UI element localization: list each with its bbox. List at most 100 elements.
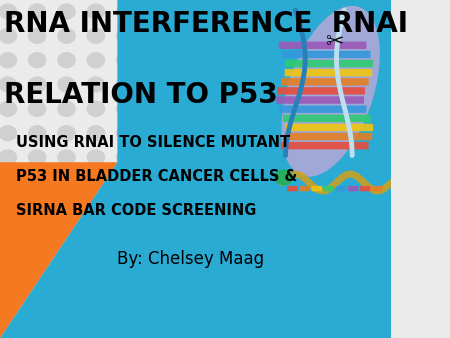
- Circle shape: [322, 272, 339, 287]
- Circle shape: [263, 296, 280, 311]
- Polygon shape: [0, 0, 391, 338]
- Circle shape: [351, 320, 369, 335]
- Circle shape: [351, 174, 369, 189]
- Circle shape: [176, 174, 193, 189]
- Circle shape: [146, 199, 163, 214]
- Circle shape: [205, 77, 222, 92]
- Circle shape: [58, 77, 75, 92]
- FancyBboxPatch shape: [360, 186, 370, 191]
- Circle shape: [28, 101, 46, 116]
- Circle shape: [87, 247, 104, 262]
- Circle shape: [146, 150, 163, 165]
- Circle shape: [0, 223, 17, 238]
- Circle shape: [292, 199, 310, 214]
- Circle shape: [263, 174, 280, 189]
- Circle shape: [0, 53, 17, 68]
- Circle shape: [234, 272, 251, 287]
- Circle shape: [58, 199, 75, 214]
- Circle shape: [146, 77, 163, 92]
- FancyBboxPatch shape: [372, 186, 382, 191]
- Circle shape: [205, 101, 222, 116]
- Circle shape: [28, 296, 46, 311]
- Circle shape: [0, 247, 17, 262]
- Circle shape: [292, 28, 310, 43]
- Circle shape: [205, 272, 222, 287]
- FancyBboxPatch shape: [285, 60, 373, 67]
- FancyBboxPatch shape: [281, 142, 369, 149]
- Circle shape: [0, 320, 17, 335]
- Circle shape: [205, 247, 222, 262]
- Circle shape: [351, 223, 369, 238]
- Circle shape: [87, 77, 104, 92]
- Circle shape: [146, 223, 163, 238]
- Circle shape: [263, 150, 280, 165]
- Circle shape: [176, 28, 193, 43]
- Circle shape: [176, 150, 193, 165]
- Circle shape: [292, 223, 310, 238]
- Circle shape: [234, 53, 251, 68]
- Circle shape: [28, 174, 46, 189]
- Circle shape: [292, 4, 310, 19]
- Circle shape: [117, 28, 134, 43]
- FancyBboxPatch shape: [284, 133, 372, 140]
- Circle shape: [322, 28, 339, 43]
- Circle shape: [351, 272, 369, 287]
- Circle shape: [117, 4, 134, 19]
- Circle shape: [58, 296, 75, 311]
- Circle shape: [28, 28, 46, 43]
- Circle shape: [87, 223, 104, 238]
- FancyBboxPatch shape: [299, 186, 310, 191]
- Circle shape: [292, 174, 310, 189]
- Circle shape: [87, 28, 104, 43]
- Circle shape: [0, 296, 17, 311]
- Circle shape: [292, 126, 310, 141]
- Ellipse shape: [281, 6, 380, 177]
- Circle shape: [263, 247, 280, 262]
- Circle shape: [0, 28, 17, 43]
- Circle shape: [176, 296, 193, 311]
- Circle shape: [322, 150, 339, 165]
- Circle shape: [58, 101, 75, 116]
- FancyBboxPatch shape: [279, 42, 366, 49]
- Circle shape: [205, 28, 222, 43]
- Circle shape: [205, 150, 222, 165]
- FancyBboxPatch shape: [311, 186, 322, 191]
- Circle shape: [146, 247, 163, 262]
- Circle shape: [234, 199, 251, 214]
- Circle shape: [117, 247, 134, 262]
- Circle shape: [58, 272, 75, 287]
- Circle shape: [322, 4, 339, 19]
- Circle shape: [205, 174, 222, 189]
- Circle shape: [351, 247, 369, 262]
- Circle shape: [58, 53, 75, 68]
- Circle shape: [146, 4, 163, 19]
- Circle shape: [263, 4, 280, 19]
- Circle shape: [117, 126, 134, 141]
- Circle shape: [234, 320, 251, 335]
- Circle shape: [322, 199, 339, 214]
- Circle shape: [205, 320, 222, 335]
- Circle shape: [234, 296, 251, 311]
- Circle shape: [0, 77, 17, 92]
- FancyBboxPatch shape: [348, 186, 358, 191]
- Circle shape: [117, 272, 134, 287]
- Text: USING RNAI TO SILENCE MUTANT: USING RNAI TO SILENCE MUTANT: [16, 135, 290, 150]
- Circle shape: [87, 272, 104, 287]
- Circle shape: [322, 53, 339, 68]
- Circle shape: [117, 77, 134, 92]
- Circle shape: [146, 28, 163, 43]
- Circle shape: [28, 272, 46, 287]
- Circle shape: [0, 4, 17, 19]
- FancyBboxPatch shape: [276, 96, 364, 104]
- Circle shape: [28, 77, 46, 92]
- Circle shape: [176, 247, 193, 262]
- Circle shape: [176, 4, 193, 19]
- Circle shape: [117, 101, 134, 116]
- Circle shape: [205, 199, 222, 214]
- FancyBboxPatch shape: [279, 105, 366, 113]
- Circle shape: [117, 150, 134, 165]
- Circle shape: [0, 101, 17, 116]
- Circle shape: [87, 150, 104, 165]
- Circle shape: [87, 4, 104, 19]
- Circle shape: [0, 272, 17, 287]
